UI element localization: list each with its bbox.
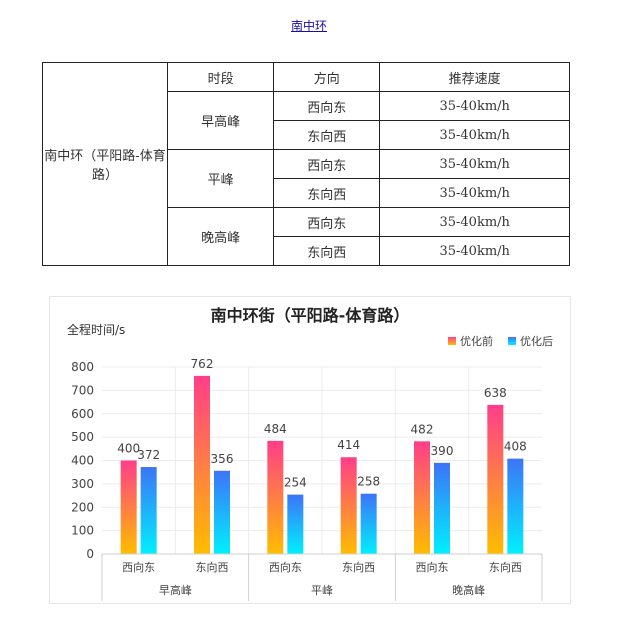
bar-after [434,462,450,554]
bar-after [360,493,377,554]
table-row: 早高峰 西向东 35-40km/h [43,91,570,150]
period-cell: 早高峰 [166,91,275,150]
speed-cell: 35-40km/h [379,207,570,237]
bar-after [140,467,157,554]
direction-cell: 西向东 [273,91,381,121]
data-label: 484 [264,422,287,436]
y-tick-label: 300 [71,477,94,491]
bar-before [267,440,284,554]
direction-cell: 东向西 [273,236,381,266]
speed-cell: 35-40km/h [379,178,570,208]
y-tick-label: 400 [71,454,94,468]
y-tick-label: 800 [71,360,94,374]
page-link[interactable]: 南中环 [0,17,618,34]
header-period: 时段 [166,62,275,92]
bar-chart: 南中环街（平阳路-体育路） 全程时间/s 优化前 优化后 400372762356… [67,306,553,601]
y-axis-label: 全程时间/s [67,322,125,337]
y-tick-label: 0 [86,547,94,561]
table-row: 东向西 35-40km/h [43,236,570,266]
x-tick-label: 西向东 [269,560,302,574]
x-group-label: 晚高峰 [452,583,485,597]
data-label: 482 [411,422,434,436]
bar-before [120,460,137,554]
header-direction: 方向 [273,62,381,92]
speed-cell: 35-40km/h [379,149,570,179]
y-tick-label: 100 [71,524,94,538]
data-label: 258 [357,475,380,489]
y-tick-label: 700 [71,383,94,397]
direction-cell: 东向西 [273,178,381,208]
x-group-label: 早高峰 [159,583,192,597]
data-label: 762 [191,357,214,371]
speed-cell: 35-40km/h [379,236,570,266]
table-row: 东向西 35-40km/h [43,178,570,208]
chart-title: 南中环街（平阳路-体育路） [211,306,410,325]
bar-after [287,494,304,554]
data-label: 356 [211,452,234,466]
road-link[interactable]: 南中环 [290,19,327,33]
legend-label: 优化后 [520,334,553,348]
x-tick-label: 东向西 [196,560,229,574]
speed-cell: 35-40km/h [379,91,570,121]
chart-legend: 优化前 优化后 [448,334,553,348]
legend-swatch [508,337,516,345]
table-header-row: 南中环（平阳路-体育路） 时段 方向 推荐速度 [42,62,570,266]
period-cell: 平峰 [166,149,275,208]
x-tick-label: 西向东 [416,560,449,574]
y-tick-label: 200 [71,500,94,514]
data-label: 254 [284,476,307,490]
chart-bars [120,375,524,554]
road-name-cell: 南中环（平阳路-体育路） [42,62,168,266]
bar-after [214,470,230,554]
table-row: 晚高峰 西向东 35-40km/h [43,207,570,266]
period-cell: 晚高峰 [166,207,275,266]
x-tick-label: 西向东 [122,560,155,574]
y-tick-label: 500 [71,430,94,444]
legend-swatch [448,337,456,345]
direction-cell: 西向东 [273,149,381,179]
bar-before [414,441,430,554]
data-label: 408 [504,440,527,454]
data-label: 638 [484,386,507,400]
bar-after [507,458,524,554]
bar-before [194,375,210,554]
table-row: 东向西 35-40km/h [43,120,570,150]
table-row: 平峰 西向东 35-40km/h [43,149,570,208]
data-label: 414 [337,438,360,452]
speed-cell: 35-40km/h [379,120,570,150]
x-tick-label: 东向西 [342,560,375,574]
chart-grid [102,366,542,555]
speed-table: 南中环（平阳路-体育路） 时段 方向 推荐速度 早高峰 西向东 35-40km/… [42,62,570,266]
header-speed: 推荐速度 [379,62,570,92]
y-tick-label: 600 [71,407,94,421]
data-label: 372 [137,448,160,462]
direction-cell: 东向西 [273,120,381,150]
bar-before [487,404,504,554]
bar-before [340,457,357,554]
x-tick-label: 东向西 [489,560,522,574]
data-label: 400 [117,442,140,456]
direction-cell: 西向东 [273,207,381,237]
chart-container: 南中环街（平阳路-体育路） 全程时间/s 优化前 优化后 400 372 762 356… [49,296,571,604]
chart-axes: 0 100 200 300 400 500 600 700 800 西向东 东向西 西向东 东向西 西向东… [71,360,543,601]
data-label: 390 [431,444,454,458]
legend-label: 优化前 [460,334,493,348]
x-group-label: 平峰 [311,584,333,597]
